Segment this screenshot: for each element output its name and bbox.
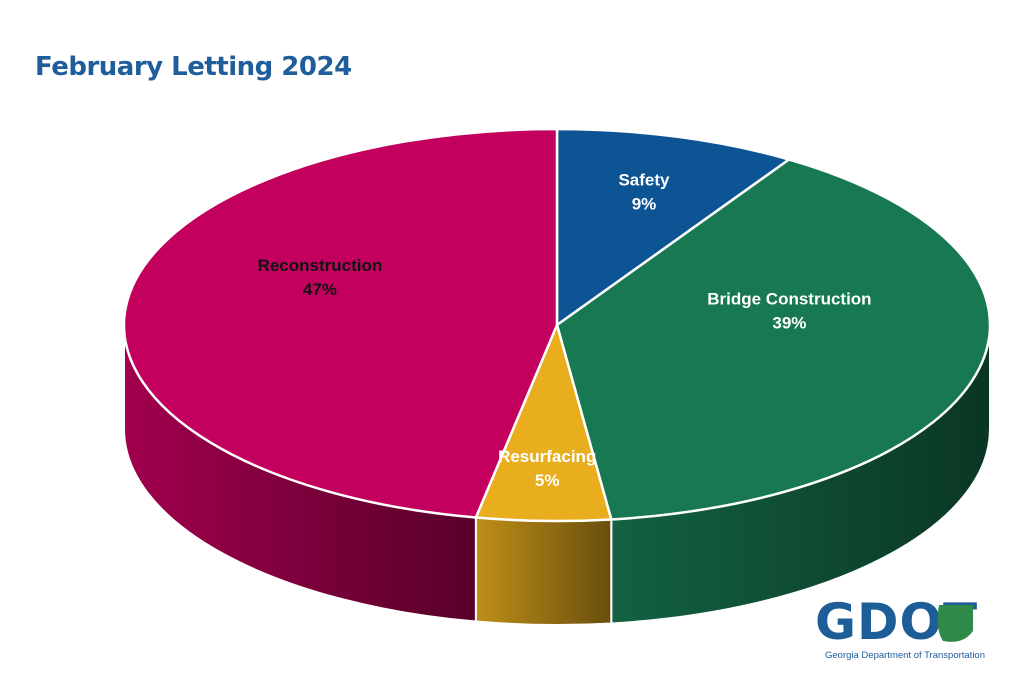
slice-bridge-construction — [555, 158, 992, 521]
slice-percent-bridge-construction: 39% — [772, 314, 806, 333]
slice-label-safety: Safety — [618, 170, 670, 189]
pie-sides — [123, 324, 991, 626]
slice-label-resurfacing: Resurfacing — [498, 447, 596, 466]
slice-label-reconstruction: Reconstruction — [258, 256, 383, 275]
gdot-logo: GDOT Georgia Department of Transportatio… — [815, 595, 1015, 665]
pie-top-faces — [122, 127, 992, 523]
slice-percent-safety: 9% — [632, 194, 657, 213]
pie-labels: Safety 9% Bridge Construction 39% Resurfacin… — [258, 170, 872, 490]
slice-side-resurfacing — [474, 516, 613, 626]
chart-title: February Letting 2024 — [35, 52, 352, 82]
slice-safety — [555, 127, 791, 327]
georgia-leaf-icon — [937, 605, 973, 642]
logo-subtitle: Georgia Department of Transportation — [825, 650, 986, 661]
slice-percent-reconstruction: 47% — [303, 280, 337, 299]
slice-reconstruction — [122, 127, 559, 519]
slice-percent-resurfacing: 5% — [535, 471, 560, 490]
slice-label-bridge-construction: Bridge Construction — [707, 290, 871, 309]
